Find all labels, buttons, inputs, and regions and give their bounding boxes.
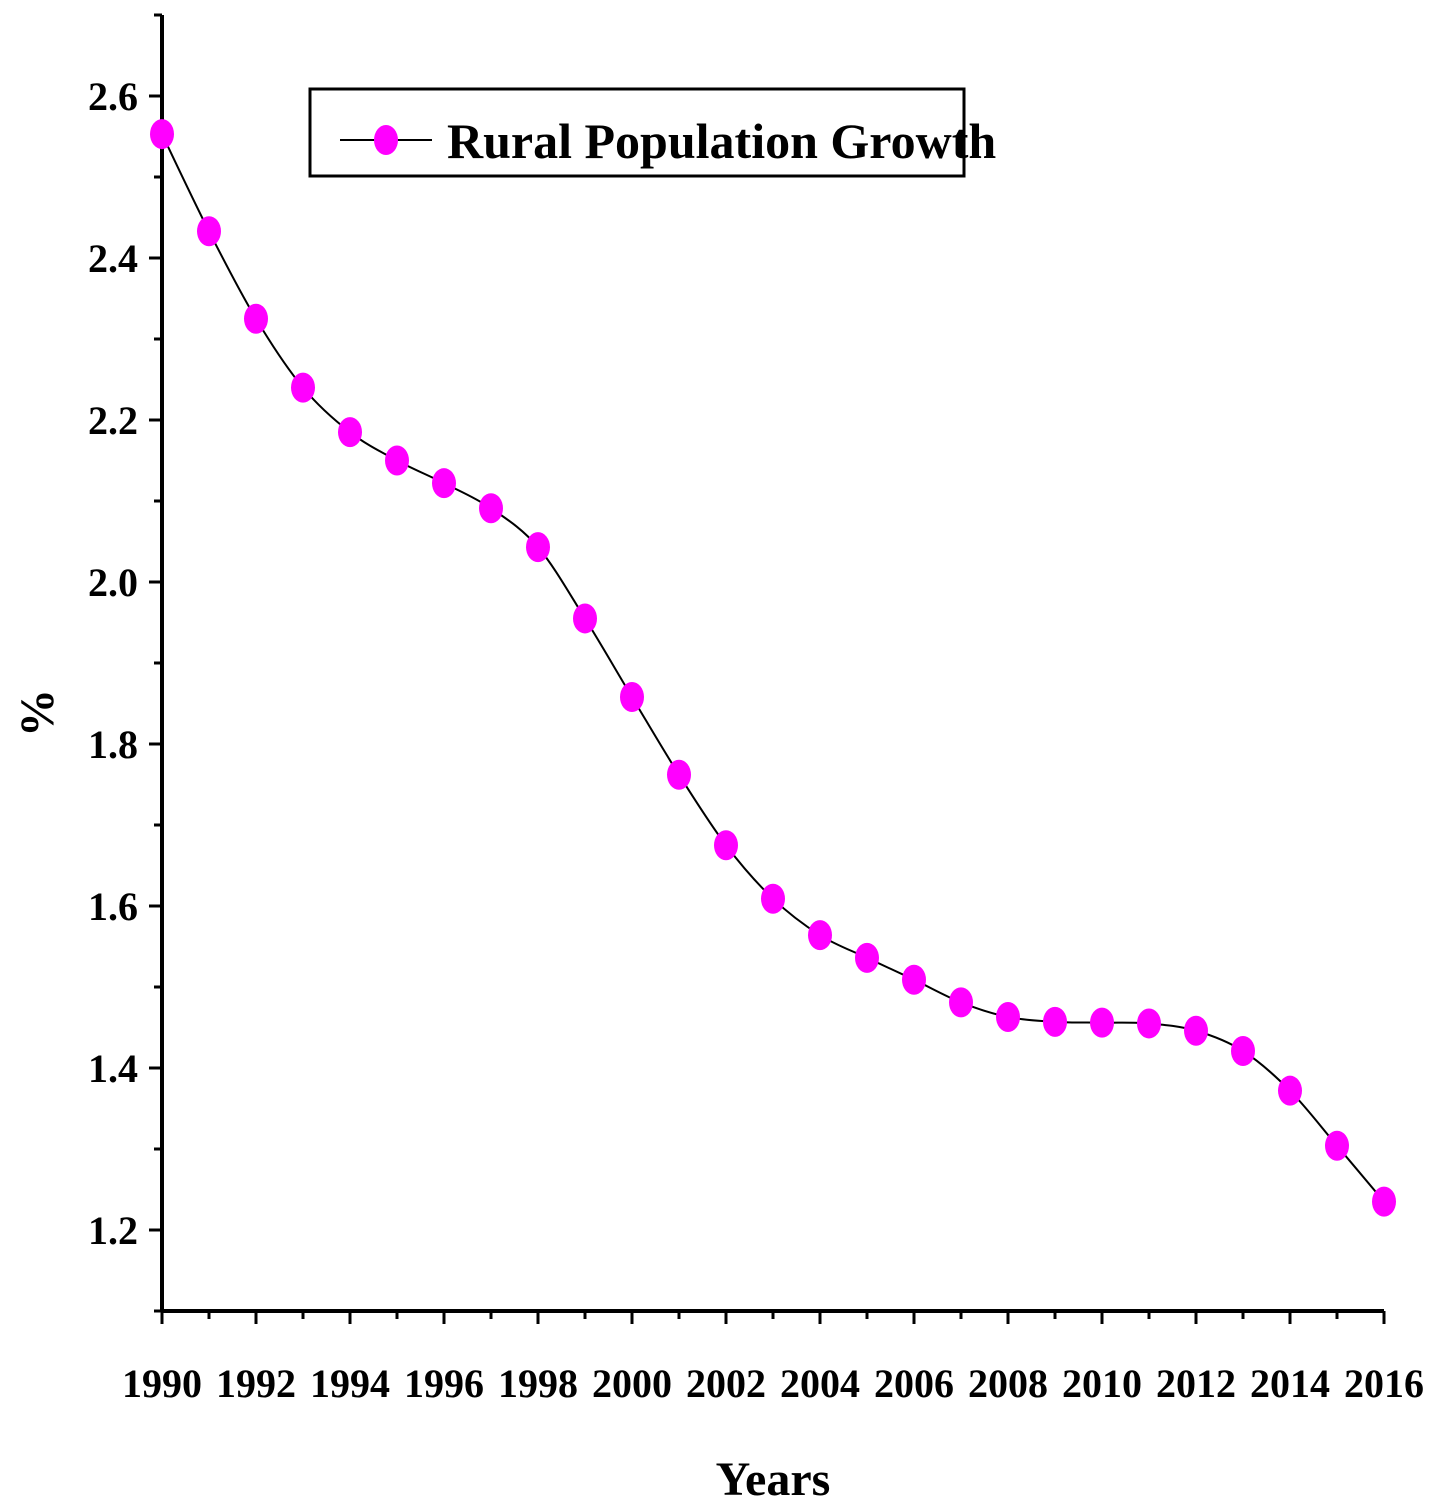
- y-tick-label: 2.0: [88, 560, 138, 605]
- data-point: [1184, 1015, 1208, 1046]
- x-tick-label: 1994: [310, 1361, 390, 1406]
- data-point: [761, 883, 785, 914]
- y-tick-label: 1.6: [88, 884, 138, 929]
- data-point: [150, 119, 174, 150]
- data-point: [1372, 1186, 1396, 1217]
- data-point: [1278, 1075, 1302, 1106]
- legend: Rural Population Growth: [308, 87, 996, 178]
- data-point: [1325, 1130, 1349, 1161]
- data-point: [808, 920, 832, 951]
- data-point: [573, 603, 597, 634]
- data-point: [855, 942, 879, 973]
- x-tick-label: 2006: [874, 1361, 954, 1406]
- x-tick-label: 2002: [686, 1361, 766, 1406]
- data-point: [1043, 1006, 1067, 1037]
- data-point: [1231, 1035, 1255, 1066]
- x-tick-label: 2004: [780, 1361, 860, 1406]
- data-point: [949, 987, 973, 1018]
- x-tick-label: 1992: [216, 1361, 296, 1406]
- x-axis-title: Years: [716, 1453, 831, 1506]
- data-point: [996, 1001, 1020, 1032]
- data-point: [620, 682, 644, 713]
- legend-marker: [374, 125, 398, 155]
- x-tick-label: 2014: [1250, 1361, 1330, 1406]
- data-point: [902, 964, 926, 995]
- x-tick-label: 1998: [498, 1361, 578, 1406]
- data-point: [291, 372, 315, 403]
- data-point: [667, 759, 691, 790]
- data-point: [1090, 1007, 1114, 1038]
- data-point: [714, 830, 738, 861]
- x-axis-ticks: 1990 1992 1994 1996 1998 2000 2002 2004 2006 2008…: [122, 1311, 1424, 1406]
- data-point: [197, 216, 221, 247]
- x-tick-label: 2000: [592, 1361, 672, 1406]
- y-tick-label: 2.4: [88, 236, 138, 281]
- y-tick-label: 1.2: [88, 1208, 138, 1253]
- y-axis-title: %: [11, 689, 64, 737]
- series-points-group: [150, 119, 1396, 1217]
- data-point: [1137, 1008, 1161, 1039]
- legend-box: [308, 87, 966, 178]
- data-point: [385, 445, 409, 476]
- data-point: [526, 532, 550, 563]
- data-point: [338, 417, 362, 448]
- x-tick-label: 2010: [1062, 1361, 1142, 1406]
- y-axis-ticks: 1.2 1.4 1.6 1.8 2.0 2.2 2.4 2.6: [88, 13, 162, 1313]
- y-tick-label: 1.4: [88, 1046, 138, 1091]
- data-point: [244, 303, 268, 334]
- y-tick-label: 2.6: [88, 74, 138, 119]
- data-point: [479, 493, 503, 524]
- legend-label: Rural Population Growth: [447, 113, 996, 169]
- x-tick-label: 2016: [1344, 1361, 1424, 1406]
- y-tick-label: 2.2: [88, 398, 138, 443]
- x-tick-label: 2008: [968, 1361, 1048, 1406]
- data-point: [432, 468, 456, 499]
- y-tick-label: 1.8: [88, 722, 138, 767]
- axes: [160, 15, 1384, 1313]
- x-tick-label: 1996: [404, 1361, 484, 1406]
- x-tick-label: 1990: [122, 1361, 202, 1406]
- x-tick-label: 2012: [1156, 1361, 1236, 1406]
